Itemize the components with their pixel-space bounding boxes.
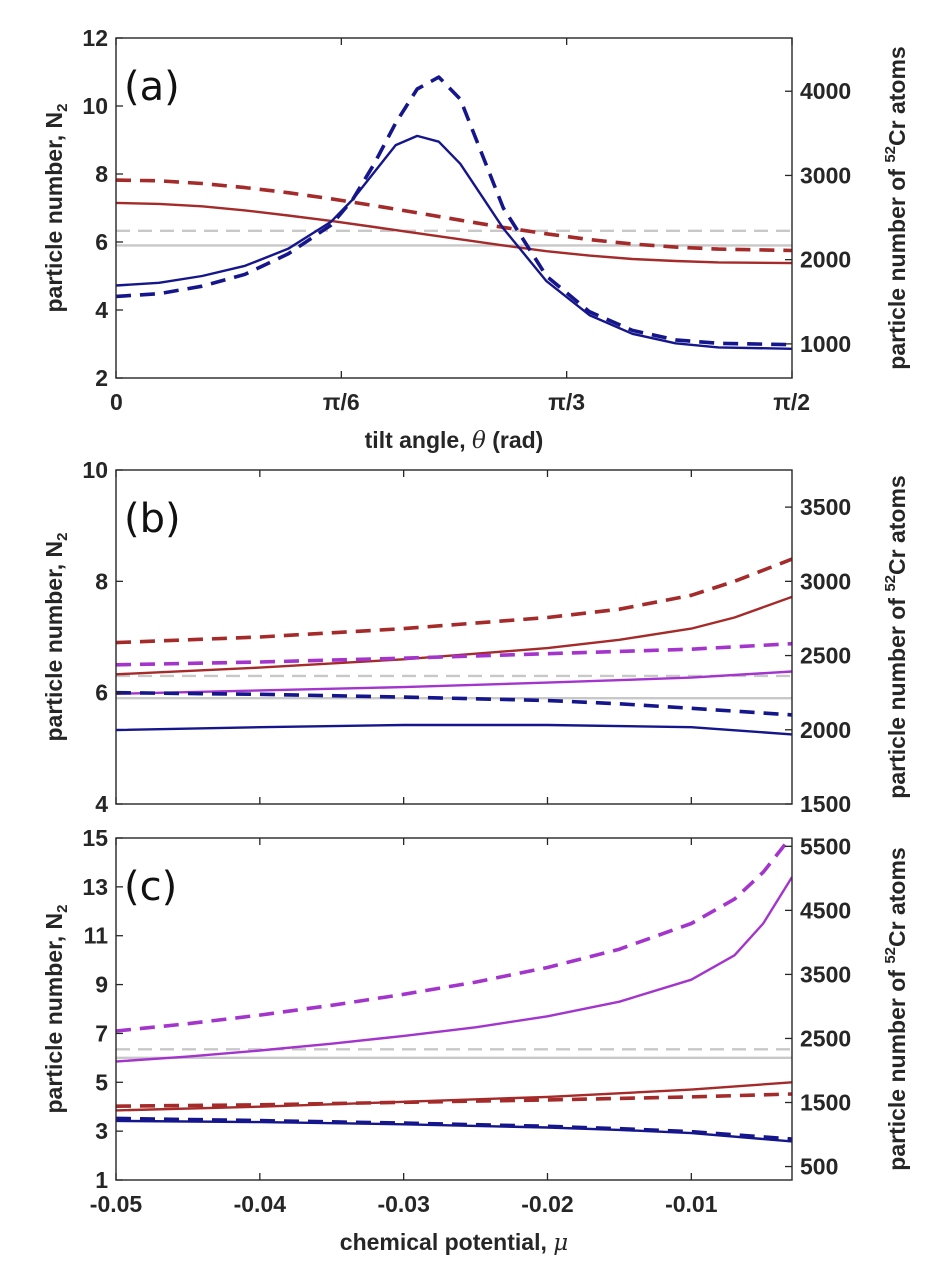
x-axis-label: tilt angle, θ (rad) (365, 427, 544, 454)
panel-b: 4 6 8 10 1500 2000 2500 3000 3500 (b) particle num… (41, 457, 910, 817)
y2-tick-label: 4000 (800, 78, 851, 104)
x-axis-label: chemical potential, μ (340, 1229, 568, 1256)
y-axis-label: particle number, N2 (41, 103, 71, 312)
series-purple-solid (116, 876, 792, 1063)
y-tick-label: 4 (95, 791, 108, 817)
series-blue-solid (116, 134, 792, 350)
series-blue-solid (116, 723, 792, 736)
y-tick-label: 10 (82, 93, 108, 119)
y-tick-label: 8 (95, 161, 108, 187)
y-tick-label: 3 (95, 1118, 108, 1144)
plot-frame (115, 837, 793, 1181)
y2-axis-label: particle number of 52Cr atoms (882, 847, 910, 1170)
y2-tick-label: 3500 (800, 961, 851, 987)
y2-tick-label: 500 (800, 1154, 838, 1180)
y-tick-label: 6 (95, 229, 108, 255)
y-tick-label: 1 (95, 1167, 108, 1193)
panel-label: (c) (124, 864, 177, 910)
series-blue-solid (116, 1119, 792, 1143)
y2-axis-label: particle number of 52Cr atoms (882, 475, 910, 798)
y-tick-label: 5 (95, 1069, 108, 1095)
y2-tick-label: 2000 (800, 247, 851, 273)
x-tick-label: π/3 (548, 389, 585, 415)
y2-tick-label: 3000 (800, 162, 851, 188)
series-red-solid (116, 595, 792, 676)
x-tick-label: -0.02 (521, 1191, 573, 1217)
series-purple-solid (116, 670, 792, 695)
y-tick-label: 4 (95, 297, 108, 323)
series-red-dashed (116, 1092, 792, 1108)
y-axis-label: particle number, N2 (41, 532, 71, 741)
x-tick-label: -0.03 (377, 1191, 429, 1217)
y2-tick-label: 3000 (800, 568, 851, 594)
y-tick-label: 11 (84, 923, 109, 949)
x-tick-label: π/6 (323, 389, 360, 415)
y2-tick-label: 2500 (800, 1025, 851, 1051)
y-tick-label: 13 (82, 874, 108, 900)
y2-tick-label: 1500 (800, 1090, 851, 1116)
y-tick-label: 9 (95, 972, 108, 998)
series-red-dashed (116, 178, 792, 253)
series-red-solid (116, 201, 792, 265)
series-blue-dashed (116, 75, 792, 347)
y-tick-label: 6 (95, 680, 108, 706)
x-tick-label: -0.04 (234, 1191, 287, 1217)
panel-label: (b) (124, 496, 181, 542)
series-red-dashed (116, 557, 792, 645)
y2-tick-label: 5500 (800, 833, 851, 859)
y-tick-label: 8 (95, 568, 108, 594)
panel-c: -0.05 -0.04 -0.03 -0.02 -0.01135791113155001… (41, 825, 910, 1256)
series-blue-dashed (116, 690, 792, 717)
x-tick-label: 0 (110, 389, 123, 415)
series-red-solid (116, 1081, 792, 1112)
y-tick-label: 2 (95, 365, 108, 391)
y2-tick-label: 4500 (800, 897, 851, 923)
panel-label: (a) (124, 64, 180, 110)
x-tick-label: -0.05 (90, 1191, 143, 1217)
y2-tick-label: 2000 (800, 717, 851, 743)
plot-frame (115, 37, 793, 379)
panel-a: 0 π/6 π/3 π/2 2 4 6 8 10 12 1000 2000 3000 4000 (a) til… (41, 25, 910, 454)
y2-tick-label: 1500 (800, 791, 851, 817)
y2-axis-label: particle number of 52Cr atoms (882, 46, 910, 369)
series-purple-dashed (116, 838, 792, 1033)
y2-tick-label: 1000 (800, 331, 851, 357)
x-tick-label: π/2 (773, 389, 810, 415)
y-axis-label: particle number, N2 (41, 904, 71, 1113)
y-tick-label: 12 (82, 25, 108, 51)
x-tick-label: -0.01 (665, 1191, 718, 1217)
y-tick-label: 10 (82, 457, 108, 483)
y2-tick-label: 2500 (800, 643, 851, 669)
y-tick-label: 15 (82, 825, 108, 851)
y-tick-label: 7 (95, 1020, 108, 1046)
plot-frame (115, 469, 793, 805)
y2-tick-label: 3500 (800, 494, 851, 520)
